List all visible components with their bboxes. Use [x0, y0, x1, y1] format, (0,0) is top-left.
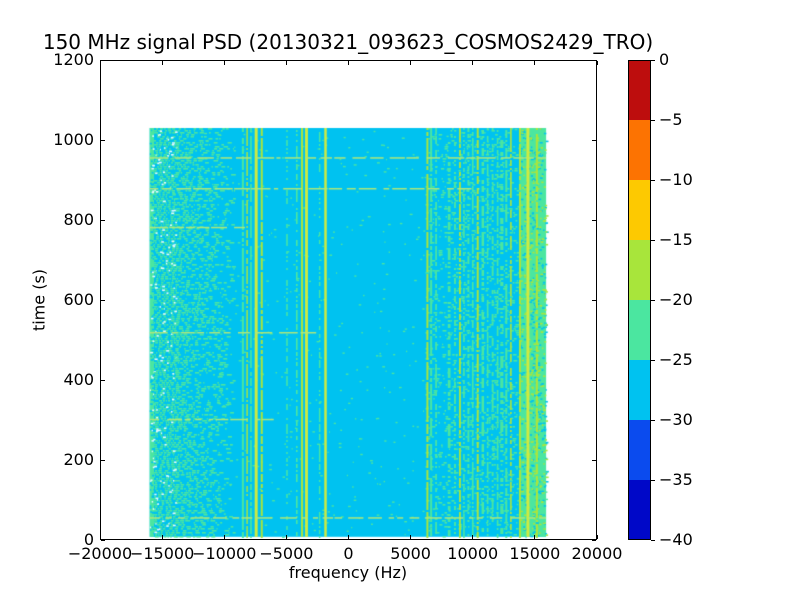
x-tick-mark — [596, 535, 598, 539]
colorbar-tick-mark — [651, 359, 655, 361]
y-tick-label: 200 — [63, 450, 94, 469]
x-tick-label: 0 — [343, 544, 354, 563]
y-tick-mark-right — [592, 459, 596, 461]
colorbar-tick-label: 0 — [659, 50, 670, 69]
colorbar-tick-label: −25 — [659, 350, 693, 369]
y-tick-mark — [101, 459, 105, 461]
y-tick-label: 800 — [63, 210, 94, 229]
y-tick-mark-right — [592, 379, 596, 381]
x-tick-label: −15000 — [129, 544, 195, 563]
x-tick-label: 5000 — [390, 544, 431, 563]
y-tick-mark-right — [592, 139, 596, 141]
colorbar-tick-mark — [651, 479, 655, 481]
x-tick-label: −5000 — [259, 544, 314, 563]
colorbar-segment — [628, 180, 651, 240]
colorbar-tick-mark — [651, 299, 655, 301]
axes-frame — [100, 60, 597, 540]
y-tick-mark-right — [592, 299, 596, 301]
colorbar-tick-mark — [651, 419, 655, 421]
x-tick-label: 20000 — [571, 544, 623, 563]
y-tick-label: 0 — [83, 530, 94, 549]
colorbar-tick-mark — [651, 59, 655, 61]
colorbar — [628, 60, 651, 540]
x-tick-mark-top — [285, 61, 287, 65]
x-tick-mark — [472, 535, 474, 539]
y-tick-label: 1200 — [53, 50, 94, 69]
y-tick-label: 1000 — [53, 130, 94, 149]
spectrogram-heatmap — [100, 60, 597, 540]
colorbar-frame — [628, 60, 651, 540]
colorbar-tick-label: −15 — [659, 230, 693, 249]
x-tick-label: 10000 — [447, 544, 499, 563]
colorbar-tick-label: −5 — [659, 110, 683, 129]
colorbar-tick-mark — [651, 119, 655, 121]
y-tick-mark — [101, 379, 105, 381]
y-tick-mark — [101, 299, 105, 301]
x-tick-mark-top — [534, 61, 536, 65]
colorbar-tick-mark — [651, 179, 655, 181]
y-tick-mark-right — [592, 539, 596, 541]
x-tick-mark — [285, 535, 287, 539]
x-tick-label: −20000 — [67, 544, 133, 563]
colorbar-tick-label: −35 — [659, 470, 693, 489]
y-tick-label: 400 — [63, 370, 94, 389]
colorbar-tick-label: −10 — [659, 170, 693, 189]
y-tick-mark-right — [592, 59, 596, 61]
colorbar-segment — [628, 420, 651, 480]
x-tick-mark — [534, 535, 536, 539]
x-tick-mark-top — [99, 61, 101, 65]
colorbar-tick-label: −30 — [659, 410, 693, 429]
x-tick-mark — [161, 535, 163, 539]
colorbar-segment — [628, 120, 651, 180]
x-tick-mark — [223, 535, 225, 539]
colorbar-segment — [628, 60, 651, 120]
colorbar-tick-mark — [651, 239, 655, 241]
chart-title: 150 MHz signal PSD (20130321_093623_COSM… — [42, 30, 654, 54]
colorbar-tick-label: −20 — [659, 290, 693, 309]
x-tick-label: 15000 — [509, 544, 561, 563]
x-tick-mark-top — [348, 61, 349, 65]
x-axis-label: frequency (Hz) — [288, 563, 408, 582]
colorbar-tick-label: −40 — [659, 530, 693, 549]
x-tick-mark-top — [596, 61, 598, 65]
y-tick-mark — [101, 219, 105, 221]
x-tick-mark-top — [161, 61, 163, 65]
colorbar-segment — [628, 480, 651, 540]
y-tick-mark — [101, 539, 105, 541]
colorbar-tick-mark — [651, 539, 655, 541]
y-tick-label: 600 — [63, 290, 94, 309]
x-tick-mark — [99, 535, 101, 539]
y-tick-mark — [101, 59, 105, 61]
x-tick-mark — [410, 535, 412, 539]
x-tick-mark-top — [410, 61, 412, 65]
y-tick-mark-right — [592, 219, 596, 221]
y-tick-mark — [101, 139, 105, 141]
colorbar-segment — [628, 360, 651, 420]
colorbar-segment — [628, 300, 651, 360]
x-tick-mark-top — [472, 61, 474, 65]
x-tick-mark-top — [223, 61, 225, 65]
colorbar-segment — [628, 240, 651, 300]
x-tick-mark — [348, 535, 349, 539]
x-tick-label: −10000 — [192, 544, 257, 563]
